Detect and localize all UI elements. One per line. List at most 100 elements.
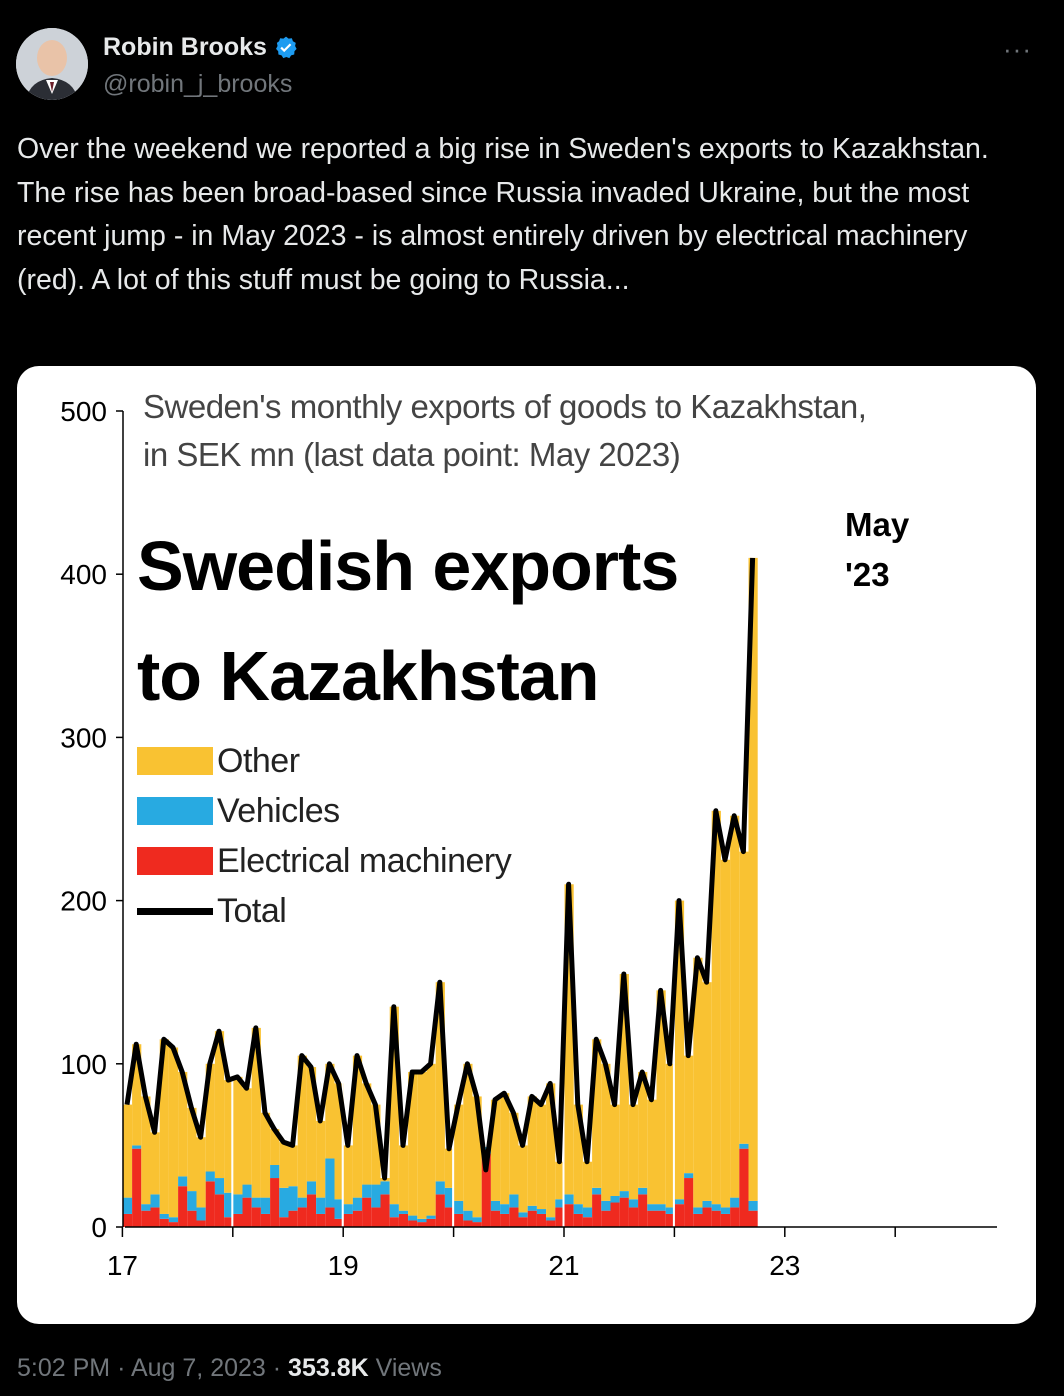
more-options-icon[interactable]: ··· xyxy=(1003,34,1032,64)
bar-other xyxy=(306,1067,317,1182)
chart-overlay-title-line1: Swedish exports xyxy=(137,527,679,605)
legend-swatch-electrical xyxy=(137,847,213,875)
legend-swatch-total xyxy=(137,907,213,915)
bar-other xyxy=(748,557,758,1201)
bar-other xyxy=(463,1063,473,1211)
bar-vehicles xyxy=(270,1164,280,1179)
legend-label-vehicles: Vehicles xyxy=(217,791,340,830)
bar-vehicles xyxy=(527,1205,537,1211)
bar-other xyxy=(196,1137,206,1208)
bar-other xyxy=(628,1104,639,1200)
bar-other xyxy=(582,1161,593,1208)
bar-other xyxy=(610,1104,620,1196)
bar-electrical xyxy=(233,1213,243,1227)
bar-electrical xyxy=(279,1217,289,1227)
bar-electrical xyxy=(260,1213,271,1227)
bar-vehicles xyxy=(702,1200,712,1208)
bar-electrical xyxy=(306,1194,317,1227)
legend-label-electrical: Electrical machinery xyxy=(217,841,512,880)
bar-electrical xyxy=(380,1194,390,1227)
bar-vehicles xyxy=(674,1199,685,1205)
bar-vehicles xyxy=(628,1199,639,1208)
bar-other xyxy=(426,1063,436,1216)
bar-other xyxy=(638,1071,648,1188)
bar-vehicles xyxy=(260,1197,271,1214)
bar-electrical xyxy=(656,1210,666,1227)
bar-vehicles xyxy=(720,1207,731,1214)
y-tick-label: 0 xyxy=(91,1212,107,1243)
bar-electrical xyxy=(720,1213,731,1227)
legend-swatch-vehicles xyxy=(137,797,213,825)
bar-vehicles xyxy=(389,1204,399,1218)
bar-vehicles xyxy=(711,1204,721,1211)
bar-electrical xyxy=(638,1194,648,1227)
chart-image[interactable]: 0 100 200 300 400 500 17 19 21 23 Sweden's monthl… xyxy=(17,366,1036,1324)
bar-other xyxy=(132,1044,142,1146)
bar-electrical xyxy=(684,1178,694,1227)
bar-vehicles xyxy=(518,1212,528,1218)
bar-electrical xyxy=(288,1210,298,1227)
bar-other xyxy=(408,1071,418,1216)
bar-other xyxy=(711,810,721,1205)
bar-vehicles xyxy=(472,1217,482,1223)
annotation-year: '23 xyxy=(845,556,890,593)
bar-electrical xyxy=(444,1207,455,1227)
separator: · xyxy=(117,1354,126,1382)
bar-vehicles xyxy=(398,1210,409,1214)
bar-vehicles xyxy=(224,1192,234,1218)
bar-vehicles xyxy=(306,1181,317,1195)
bar-other xyxy=(224,1080,234,1193)
views-count: 353.8K xyxy=(288,1354,369,1382)
legend-swatch-other xyxy=(137,747,213,775)
bar-other xyxy=(242,1088,252,1185)
bar-electrical xyxy=(205,1181,215,1227)
tweet-time[interactable]: 5:02 PM xyxy=(17,1354,111,1382)
author-handle[interactable]: @robin_j_brooks xyxy=(103,70,293,98)
bar-other xyxy=(159,1039,169,1214)
bar-vehicles xyxy=(509,1194,519,1208)
bar-vehicles xyxy=(316,1197,326,1214)
tweet-date[interactable]: Aug 7, 2023 xyxy=(130,1354,266,1382)
chart-subtitle: in SEK mn (last data point: May 2023) xyxy=(143,436,681,473)
bar-vehicles xyxy=(150,1194,160,1208)
bar-other xyxy=(371,1104,381,1185)
bar-electrical xyxy=(481,1153,491,1227)
bar-electrical xyxy=(527,1210,537,1227)
bar-electrical xyxy=(582,1217,593,1227)
bar-electrical xyxy=(316,1213,326,1227)
bar-electrical xyxy=(159,1218,169,1227)
views-label: Views xyxy=(375,1354,442,1382)
bar-vehicles xyxy=(371,1184,381,1208)
legend-label-total: Total xyxy=(217,891,287,930)
legend-item-electrical: Electrical machinery xyxy=(137,836,512,886)
bar-vehicles xyxy=(536,1209,547,1214)
bar-vehicles xyxy=(233,1194,243,1214)
bar-other xyxy=(564,884,574,1195)
bar-electrical xyxy=(408,1220,418,1227)
bar-electrical xyxy=(196,1220,206,1227)
bar-electrical xyxy=(426,1218,436,1227)
bar-other xyxy=(251,1027,261,1198)
bar-other xyxy=(619,974,629,1192)
bar-electrical xyxy=(472,1222,482,1227)
bar-other xyxy=(334,1083,344,1200)
bar-electrical xyxy=(122,1213,133,1227)
bar-vehicles xyxy=(187,1191,197,1211)
bar-vehicles xyxy=(168,1217,179,1223)
bar-other xyxy=(297,1055,307,1198)
bar-electrical xyxy=(463,1220,473,1227)
bar-other xyxy=(693,957,703,1208)
bar-electrical xyxy=(224,1217,234,1227)
avatar[interactable] xyxy=(16,28,88,100)
bar-other xyxy=(546,1083,556,1218)
author-name[interactable]: Robin Brooks xyxy=(103,33,267,61)
bar-other xyxy=(389,1006,399,1205)
bar-other xyxy=(684,1055,694,1174)
bar-electrical xyxy=(150,1207,160,1227)
bar-electrical xyxy=(702,1207,712,1227)
y-tick-label: 100 xyxy=(60,1049,107,1080)
bar-other xyxy=(536,1104,547,1210)
bar-electrical xyxy=(619,1197,629,1227)
bar-other xyxy=(343,1145,353,1205)
bar-vehicles xyxy=(555,1199,565,1208)
